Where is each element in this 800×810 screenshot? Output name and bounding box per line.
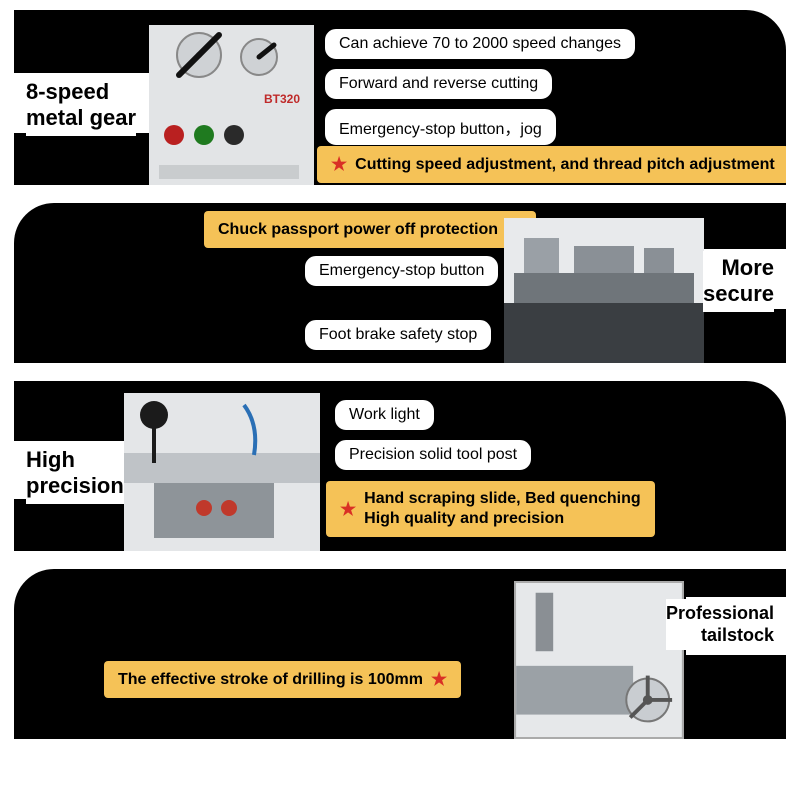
highlight-callout: ★ Cutting speed adjustment, and thread p…: [317, 146, 786, 183]
pill-label: Emergency-stop button: [319, 262, 484, 279]
highlight-callout: ★ Hand scraping slide, Bed quenching Hig…: [326, 481, 655, 537]
pill-label: Can achieve 70 to 2000 speed changes: [339, 35, 621, 52]
star-icon: ★: [331, 154, 347, 175]
photo-metal-gear: BT320: [149, 25, 314, 185]
panel-heading: High precision: [26, 443, 124, 504]
feature-pill: Emergency-stop button，jog: [324, 108, 557, 146]
panel-high-precision: High precision Work light Precision soli…: [14, 381, 786, 551]
feature-pill: Precision solid tool post: [334, 439, 532, 471]
panel-heading: Professional tailstock: [666, 599, 774, 650]
star-icon: ★: [431, 669, 447, 690]
pill-label: Work light: [349, 406, 420, 423]
panel-tailstock: The effective stroke of drilling is 100m…: [14, 569, 786, 739]
photo-tailstock: [514, 581, 684, 739]
callout-text: The effective stroke of drilling is 100m…: [118, 671, 423, 689]
panel-more-secure: Chuck passport power off protection ★ Em…: [14, 203, 786, 363]
panel-heading: 8-speed metal gear: [26, 75, 136, 136]
pill-label: Precision solid tool post: [349, 446, 517, 463]
star-icon: ★: [340, 498, 356, 521]
callout-text: Chuck passport power off protection: [218, 221, 498, 239]
pill-label: Emergency-stop button，jog: [339, 121, 542, 138]
callout-text: Hand scraping slide, Bed quenching High …: [364, 489, 640, 529]
feature-pill: Forward and reverse cutting: [324, 68, 553, 100]
pill-label: Forward and reverse cutting: [339, 75, 538, 92]
panel-speed-gear: 8-speed metal gear BT320 Can achieve 70 …: [14, 10, 786, 185]
highlight-callout: The effective stroke of drilling is 100m…: [104, 661, 461, 698]
callout-line: High quality and precision: [364, 510, 564, 527]
pill-label: Foot brake safety stop: [319, 326, 477, 343]
feature-pill: Foot brake safety stop: [304, 319, 492, 351]
svg-text:BT320: BT320: [264, 92, 300, 106]
photo-precision: [124, 393, 320, 551]
feature-pill: Emergency-stop button: [304, 255, 499, 287]
photo-lathe-secure: [504, 218, 704, 363]
callout-text: Cutting speed adjustment, and thread pit…: [355, 156, 775, 174]
panel-heading: More secure: [703, 251, 774, 312]
highlight-callout: Chuck passport power off protection ★: [204, 211, 536, 248]
feature-pill: Work light: [334, 399, 435, 431]
callout-line: Hand scraping slide, Bed quenching: [364, 490, 640, 507]
feature-pill: Can achieve 70 to 2000 speed changes: [324, 28, 636, 60]
